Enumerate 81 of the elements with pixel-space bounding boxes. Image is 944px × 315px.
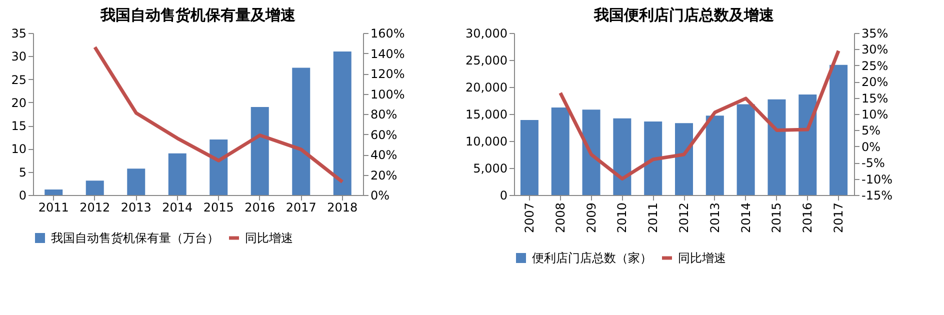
bar	[736, 104, 755, 195]
y2-tick-label: -10%	[862, 172, 893, 186]
y2-tick-label: 5%	[862, 124, 881, 138]
legend-label: 同比增速	[245, 231, 293, 245]
bar	[127, 168, 146, 195]
bar	[798, 94, 817, 195]
y-tick-label: 15	[11, 119, 26, 134]
x-tick-label: 2015	[203, 200, 234, 214]
x-tick-label: 2012	[80, 200, 110, 214]
x-tick-label: 2011	[38, 200, 69, 214]
bar	[582, 110, 600, 195]
x-tick-label: 2011	[646, 202, 660, 234]
x-tick-label: 2010	[615, 202, 630, 234]
bar	[768, 99, 786, 195]
y-tick-label: 35	[11, 26, 26, 40]
x-tick-label: 2018	[327, 200, 358, 214]
chart-title: 我国便利店门店总数及增速	[593, 6, 775, 24]
y2-tick-label: 60%	[370, 128, 398, 142]
x-tick-label: 2007	[522, 202, 536, 234]
y2-tick-label: 80%	[370, 108, 398, 122]
y2-tick-label: 10%	[862, 108, 888, 122]
legend-label: 我国自动售货机保有量（万台）	[51, 231, 219, 245]
bar	[168, 153, 186, 195]
x-tick-label: 2008	[553, 202, 568, 234]
bar	[333, 52, 352, 195]
y-tick-label: 5	[18, 165, 26, 180]
bar	[675, 123, 693, 195]
y2-tick-label: 20%	[370, 168, 398, 182]
x-tick-label: 2012	[677, 202, 691, 234]
x-tick-label: 2014	[738, 202, 753, 234]
bar	[44, 189, 63, 195]
y2-tick-label: 15%	[862, 91, 888, 106]
chart-title: 我国自动售货机保有量及增速	[100, 6, 296, 24]
x-tick-label: 2013	[120, 200, 152, 214]
y-tick-label: 10	[11, 142, 26, 156]
bar	[520, 120, 538, 195]
y-tick-label: 15,000	[466, 108, 508, 122]
y2-tick-label: 40%	[370, 148, 398, 162]
x-tick-label: 2017	[286, 200, 316, 214]
y-tick-label: 0	[500, 188, 508, 202]
y2-tick-label: 100%	[370, 87, 405, 102]
y2-tick-label: 0%	[370, 188, 390, 202]
y-tick-label: 5,000	[473, 162, 508, 176]
y-tick-label: 30	[11, 50, 26, 64]
bar	[644, 122, 662, 195]
y-tick-label: 20,000	[466, 80, 508, 94]
bar	[292, 68, 310, 195]
x-tick-label: 2013	[708, 202, 722, 234]
y2-tick-label: 0%	[862, 140, 881, 154]
y2-tick-label: 20%	[862, 75, 888, 90]
y-tick-label: 0	[18, 188, 26, 202]
x-tick-label: 2009	[584, 202, 598, 234]
x-tick-label: 2014	[162, 200, 193, 214]
y2-tick-label: 160%	[370, 26, 405, 40]
y-tick-label: 10,000	[466, 134, 508, 148]
line-series	[93, 45, 344, 184]
bar	[613, 118, 632, 195]
y-tick-label: 30,000	[466, 26, 508, 40]
bar	[210, 139, 228, 195]
bar	[706, 116, 724, 195]
y2-tick-label: 35%	[862, 26, 888, 40]
y2-tick-label: 30%	[862, 42, 888, 57]
legend-label: 同比增速	[678, 251, 726, 265]
line-series	[558, 49, 840, 181]
y2-tick-label: -15%	[862, 188, 893, 202]
bar	[551, 108, 570, 195]
y2-tick-label: 140%	[370, 46, 405, 61]
y2-tick-label: -5%	[862, 156, 885, 170]
bar	[830, 64, 848, 195]
y-tick-label: 25,000	[466, 54, 508, 68]
x-tick-label: 2017	[832, 202, 846, 234]
bar	[86, 180, 104, 195]
bar	[250, 107, 269, 195]
legend-label: 便利店门店总数（家）	[532, 251, 652, 265]
y2-tick-label: 120%	[370, 67, 405, 81]
x-tick-label: 2016	[244, 200, 276, 214]
y-tick-label: 20	[11, 96, 26, 110]
x-tick-label: 2015	[770, 202, 784, 234]
y2-tick-label: 25%	[862, 58, 888, 73]
y-tick-label: 25	[11, 72, 26, 87]
x-tick-label: 2016	[800, 202, 815, 234]
